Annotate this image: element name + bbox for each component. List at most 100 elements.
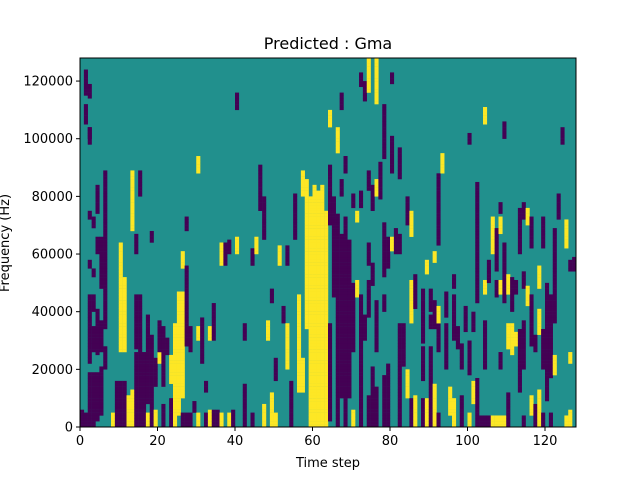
heatmap-cell — [312, 357, 317, 361]
heatmap-cell — [436, 222, 441, 226]
heatmap-cell — [122, 311, 127, 315]
heatmap-cell — [134, 366, 139, 370]
heatmap-cell — [320, 303, 325, 307]
heatmap-cell — [99, 409, 104, 413]
heatmap-cell — [471, 401, 476, 405]
heatmap-cell — [173, 386, 178, 390]
heatmap-cell — [335, 406, 340, 410]
heatmap-cell — [386, 265, 391, 269]
heatmap-cell — [122, 418, 127, 422]
heatmap-cell — [324, 285, 329, 289]
heatmap-cell — [514, 340, 519, 344]
heatmap-cell — [331, 210, 336, 214]
heatmap-cell — [145, 363, 150, 367]
heatmap-cell — [95, 409, 100, 413]
heatmap-cell — [440, 161, 445, 165]
heatmap-cell — [87, 412, 92, 416]
heatmap-cell — [103, 317, 108, 321]
heatmap-cell — [545, 398, 550, 402]
heatmap-cell — [173, 328, 178, 333]
heatmap-cell — [359, 360, 364, 364]
heatmap-cell — [517, 207, 522, 211]
heatmap-cell — [382, 389, 387, 393]
heatmap-cell — [149, 418, 154, 422]
heatmap-cell — [122, 320, 127, 324]
heatmap-cell — [545, 392, 550, 396]
heatmap-cell — [145, 334, 150, 338]
heatmap-cell — [366, 395, 371, 399]
heatmap-cell — [452, 320, 457, 324]
heatmap-cell — [517, 213, 522, 217]
heatmap-cell — [180, 323, 185, 327]
heatmap-cell — [83, 421, 88, 425]
heatmap-cell — [297, 334, 302, 338]
heatmap-cell — [494, 421, 499, 425]
heatmap-cell — [510, 352, 515, 356]
heatmap-cell — [103, 346, 108, 350]
heatmap-cell — [297, 366, 302, 370]
heatmap-cell — [103, 225, 108, 229]
heatmap-cell — [99, 254, 104, 258]
heatmap-cell — [324, 331, 329, 335]
heatmap-cell — [359, 337, 364, 341]
heatmap-cell — [231, 424, 236, 428]
heatmap-cell — [471, 395, 476, 399]
heatmap-cell — [320, 363, 325, 367]
heatmap-cell — [378, 187, 383, 191]
heatmap-cell — [134, 401, 139, 405]
heatmap-cell — [483, 357, 488, 361]
heatmap-cell — [153, 377, 158, 382]
heatmap-cell — [374, 401, 379, 405]
heatmap-cell — [494, 262, 499, 266]
heatmap-cell — [254, 248, 259, 252]
heatmap-cell — [134, 305, 139, 309]
heatmap-cell — [343, 282, 348, 286]
heatmap-cell — [176, 360, 181, 364]
heatmap-cell — [386, 251, 391, 255]
heatmap-cell — [537, 392, 542, 396]
heatmap-cell — [180, 311, 185, 315]
heatmap-cell — [285, 363, 290, 367]
heatmap-cell — [556, 216, 561, 220]
heatmap-cell — [382, 259, 387, 263]
heatmap-cell — [258, 196, 263, 200]
heatmap-cell — [169, 380, 174, 384]
heatmap-cell — [297, 372, 302, 376]
heatmap-cell — [331, 242, 336, 246]
heatmap-cell — [324, 409, 329, 413]
heatmap-cell — [459, 357, 464, 361]
heatmap-cell — [382, 130, 387, 134]
heatmap-cell — [316, 421, 321, 425]
heatmap-cell — [320, 305, 325, 309]
heatmap-cell — [521, 279, 526, 284]
heatmap-cell — [149, 340, 154, 344]
heatmap-cell — [506, 291, 511, 295]
heatmap-cell — [223, 259, 228, 263]
heatmap-cell — [328, 418, 333, 422]
heatmap-cell — [498, 418, 503, 422]
heatmap-cell — [118, 308, 123, 312]
heatmap-cell — [335, 409, 340, 413]
heatmap-cell — [304, 230, 309, 235]
heatmap-cell — [432, 259, 437, 263]
heatmap-cell — [537, 279, 542, 284]
heatmap-cell — [316, 360, 321, 364]
heatmap-cell — [250, 251, 255, 255]
heatmap-cell — [118, 392, 123, 396]
heatmap-cell — [490, 242, 495, 246]
heatmap-cell — [552, 251, 557, 255]
heatmap-cell — [99, 236, 104, 240]
heatmap-cell — [351, 291, 356, 295]
heatmap-cell — [366, 60, 371, 64]
heatmap-cell — [308, 409, 313, 413]
heatmap-cell — [409, 406, 414, 410]
heatmap-cell — [405, 202, 410, 206]
heatmap-cell — [103, 360, 108, 364]
heatmap-cell — [424, 424, 429, 428]
heatmap-cell — [169, 406, 174, 410]
heatmap-cell — [343, 392, 348, 396]
heatmap-cell — [347, 282, 352, 286]
heatmap-cell — [463, 314, 468, 318]
heatmap-cell — [382, 121, 387, 125]
heatmap-cell — [494, 265, 499, 269]
